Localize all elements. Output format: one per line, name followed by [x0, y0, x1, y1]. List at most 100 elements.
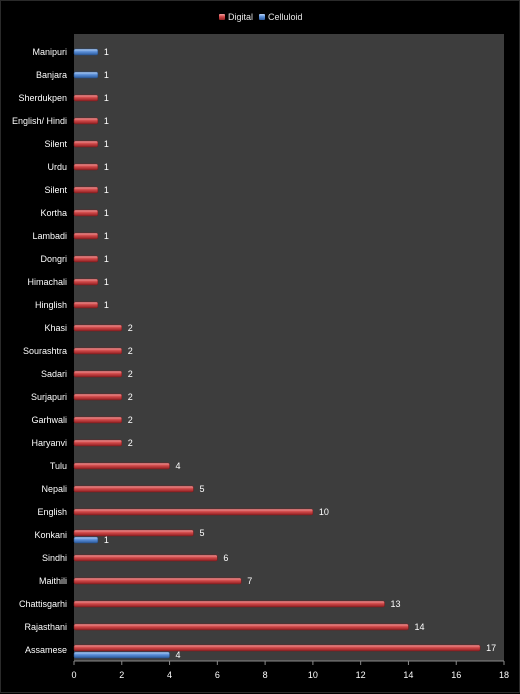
x-tick-label: 10: [308, 670, 318, 680]
digital-value-label: 2: [128, 346, 133, 356]
legend-label-celluloid: Celluloid: [268, 12, 303, 22]
digital-bar: [73, 94, 99, 102]
digital-value-label: 1: [104, 254, 109, 264]
celluloid-value-label: 1: [104, 47, 109, 57]
category-label: Chattisgarhi: [19, 599, 67, 609]
category-label: Lambadi: [32, 231, 67, 241]
category-label: English/ Hindi: [12, 116, 67, 126]
category-label: Sourashtra: [23, 346, 67, 356]
category-label: Silent: [44, 185, 67, 195]
digital-bar: [73, 232, 99, 240]
category-label: Dongri: [40, 254, 67, 264]
digital-bar: [73, 462, 170, 470]
category-label: Sadari: [41, 369, 67, 379]
category-label: Garhwali: [31, 415, 67, 425]
digital-bar: [73, 577, 242, 585]
category-label: Manipuri: [32, 47, 67, 57]
x-axis-ticks: 0 2 4 6 8 10 12 14 16 18: [71, 661, 509, 680]
x-tick-label: 16: [451, 670, 461, 680]
digital-bar: [73, 644, 481, 652]
category-label: Kortha: [40, 208, 67, 218]
digital-value-label: 2: [128, 369, 133, 379]
category-label: Haryanvi: [31, 438, 67, 448]
x-tick-label: 12: [356, 670, 366, 680]
digital-value-label: 5: [199, 528, 204, 538]
category-label: Sherdukpen: [18, 93, 67, 103]
digital-value-label: 1: [104, 162, 109, 172]
category-label: Tulu: [50, 461, 67, 471]
digital-bar: [73, 529, 194, 537]
digital-value-label: 5: [199, 484, 204, 494]
digital-value-label: 13: [391, 599, 401, 609]
digital-bar: [73, 370, 123, 378]
x-tick-label: 6: [215, 670, 220, 680]
digital-bar: [73, 508, 314, 516]
digital-value-label: 1: [104, 116, 109, 126]
category-label: Sindhi: [42, 553, 67, 563]
digital-bar: [73, 163, 99, 171]
digital-bar: [73, 439, 123, 447]
legend: Digital Celluloid: [219, 12, 303, 22]
digital-value-label: 2: [128, 323, 133, 333]
plot-area: [74, 34, 504, 661]
digital-value-label: 6: [223, 553, 228, 563]
category-label: Hinglish: [35, 300, 67, 310]
legend-label-digital: Digital: [228, 12, 253, 22]
category-label: Surjapuri: [31, 392, 67, 402]
legend-swatch-celluloid: [259, 14, 265, 20]
digital-bar: [73, 255, 99, 263]
category-label: Khasi: [44, 323, 67, 333]
celluloid-bar: [73, 536, 99, 544]
digital-value-label: 1: [104, 139, 109, 149]
digital-bar: [73, 117, 99, 125]
digital-value-label: 2: [128, 438, 133, 448]
digital-value-label: 4: [176, 461, 181, 471]
digital-value-label: 1: [104, 185, 109, 195]
digital-value-label: 7: [247, 576, 252, 586]
digital-value-label: 2: [128, 392, 133, 402]
digital-value-label: 10: [319, 507, 329, 517]
celluloid-value-label: 1: [104, 70, 109, 80]
digital-bar: [73, 347, 123, 355]
x-tick-label: 2: [119, 670, 124, 680]
category-label: Nepali: [41, 484, 67, 494]
digital-value-label: 1: [104, 208, 109, 218]
x-tick-label: 4: [167, 670, 172, 680]
digital-value-label: 2: [128, 415, 133, 425]
digital-bar: [73, 278, 99, 286]
celluloid-bar: [73, 48, 99, 56]
category-label: English: [37, 507, 67, 517]
x-tick-label: 14: [403, 670, 413, 680]
digital-bar: [73, 393, 123, 401]
digital-value-label: 1: [104, 231, 109, 241]
legend-swatch-digital: [219, 14, 225, 20]
digital-value-label: 1: [104, 300, 109, 310]
x-tick-label: 8: [263, 670, 268, 680]
category-label: Silent: [44, 139, 67, 149]
category-label: Banjara: [36, 70, 67, 80]
x-tick-label: 18: [499, 670, 509, 680]
digital-bar: [73, 209, 99, 217]
digital-value-label: 1: [104, 277, 109, 287]
digital-bar: [73, 600, 385, 608]
category-labels: Manipuri Banjara Sherdukpen English/ Hindi S…: [12, 47, 68, 655]
digital-bar: [73, 623, 409, 631]
category-label: Himachali: [27, 277, 67, 287]
celluloid-value-label: 1: [104, 535, 109, 545]
digital-bar: [73, 186, 99, 194]
digital-bar: [73, 301, 99, 309]
digital-value-label: 17: [486, 643, 496, 653]
celluloid-bar: [73, 71, 99, 79]
category-label: Rajasthani: [24, 622, 67, 632]
category-label: Maithili: [39, 576, 67, 586]
category-label: Urdu: [47, 162, 67, 172]
x-tick-label: 0: [71, 670, 76, 680]
digital-bar: [73, 140, 99, 148]
bars-group: 1 1 1 1 1 1 1 1 1 1 1 1 2 2 2 2 2 2 4 5 10 5 1 6 7 13 14 17 4: [73, 47, 496, 660]
digital-bar: [73, 554, 218, 562]
digital-bar: [73, 416, 123, 424]
digital-bar: [73, 485, 194, 493]
category-label: Konkani: [34, 530, 67, 540]
